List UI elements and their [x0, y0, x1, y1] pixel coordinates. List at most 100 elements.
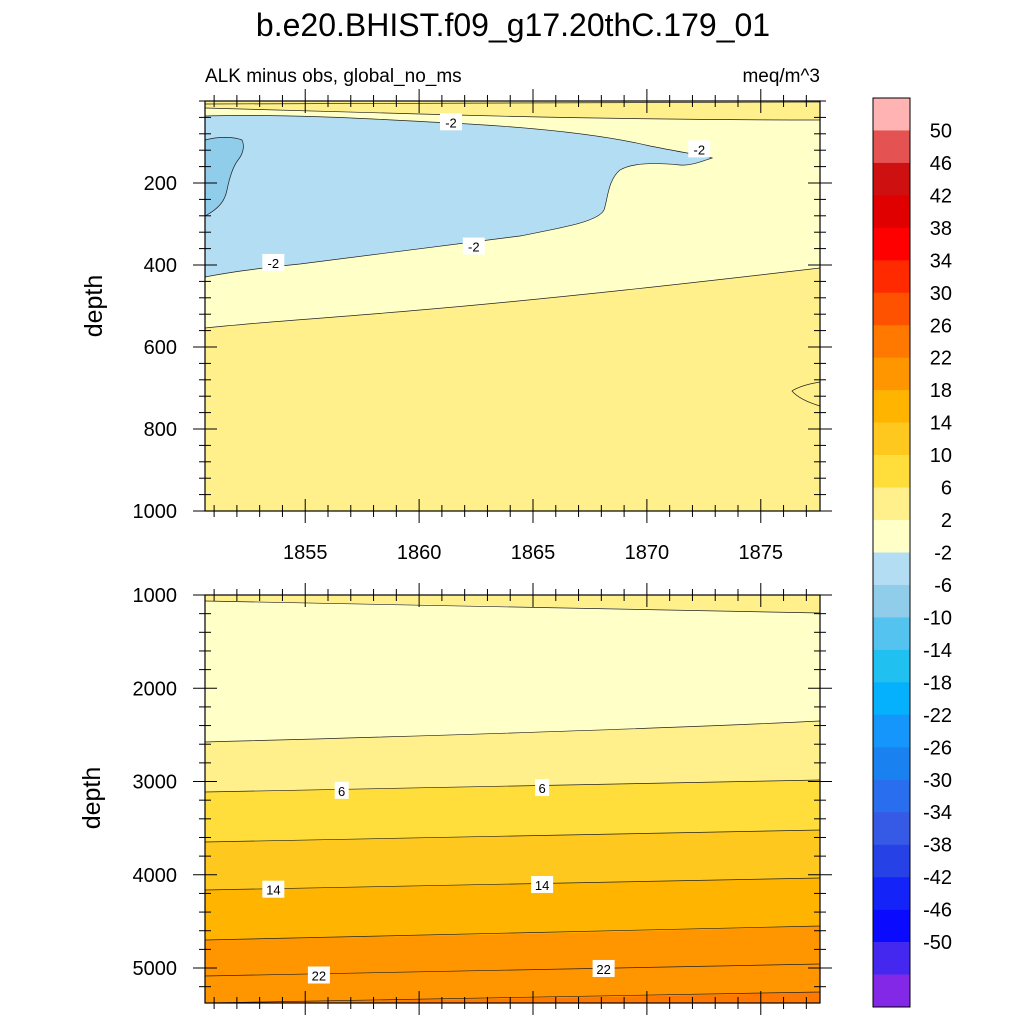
svg-text:6: 6 — [338, 784, 345, 799]
contour-label: 14 — [531, 876, 554, 894]
x-tick-label: 1860 — [397, 542, 442, 564]
colorbar-swatch — [873, 357, 910, 391]
colorbar-swatch — [873, 130, 910, 164]
colorbar-label: -14 — [923, 640, 952, 662]
colorbar-frame — [872, 97, 911, 1008]
upper-x-tick-labels: 1855 1860 1865 1870 1875 — [283, 542, 783, 564]
lower-fill-band-minus2-2 — [205, 601, 820, 742]
colorbar-label: 34 — [930, 250, 952, 272]
colorbar-label: 22 — [930, 348, 952, 370]
colorbar-label: 42 — [930, 185, 952, 207]
svg-text:-2: -2 — [693, 142, 705, 157]
svg-text:14: 14 — [266, 883, 280, 898]
figure-title: b.e20.BHIST.f09_g17.20thC.179_01 — [256, 7, 770, 43]
colorbar-swatch — [873, 617, 910, 651]
colorbar-label: 50 — [930, 120, 952, 142]
colorbar-label: -42 — [923, 867, 952, 889]
x-tick-label: 1870 — [625, 542, 670, 564]
colorbar-label: -50 — [923, 932, 952, 954]
contour-label: -2 — [440, 113, 462, 131]
svg-text:-2: -2 — [468, 240, 480, 255]
colorbar-swatch — [873, 98, 910, 131]
colorbar-label: 26 — [930, 315, 952, 337]
colorbar-swatch — [873, 390, 910, 423]
colorbar-swatch — [873, 584, 910, 618]
contour-label: 22 — [307, 966, 330, 984]
colorbar-label: -46 — [923, 900, 952, 922]
colorbar-label: 14 — [930, 413, 952, 435]
colorbar-label: -26 — [923, 737, 952, 759]
y-tick-label: 200 — [144, 173, 177, 195]
upper-y-axis-label: depth — [80, 275, 108, 338]
colorbar-label: 10 — [930, 445, 952, 467]
colorbar-swatch — [873, 520, 910, 553]
y-tick-label: 3000 — [133, 772, 178, 794]
colorbar-label: 2 — [941, 510, 952, 532]
y-tick-label: 400 — [144, 255, 177, 277]
colorbar-swatch — [873, 682, 910, 716]
upper-small-contour-right — [791, 381, 821, 407]
colorbar-swatch — [873, 812, 910, 845]
y-tick-label: 600 — [144, 337, 177, 359]
svg-text:6: 6 — [538, 781, 545, 796]
colorbar-swatch — [873, 325, 910, 359]
colorbar-swatch — [873, 974, 910, 1008]
contour-label: -2 — [462, 237, 485, 255]
colorbar-swatch — [873, 877, 910, 910]
svg-text:-2: -2 — [445, 115, 457, 130]
lower-panel: 1000 2000 3000 4000 5000 6 6 14 14 22 22 depth — [78, 583, 832, 1015]
units-subtitle: meq/m^3 — [742, 66, 820, 87]
colorbar-swatch — [873, 714, 910, 748]
upper-fill-minus6-to-minus2 — [204, 115, 714, 278]
colorbar-swatch — [873, 162, 910, 196]
contour-label: 6 — [334, 781, 349, 799]
colorbar-label: -34 — [923, 802, 952, 824]
x-tick-label: 1855 — [283, 542, 328, 564]
upper-contour-line-2 — [204, 267, 821, 329]
contour-label: -2 — [262, 253, 285, 271]
colorbar-label: -10 — [923, 607, 952, 629]
svg-text:14: 14 — [535, 878, 549, 893]
colorbar-label: -2 — [934, 543, 952, 565]
lower-y-tick-labels: 1000 2000 3000 4000 5000 — [133, 585, 178, 980]
contour-label: 22 — [592, 959, 615, 977]
colorbar-label: -38 — [923, 835, 952, 857]
colorbar-label: -6 — [934, 575, 952, 597]
lower-axis-ticks — [193, 583, 832, 1015]
colorbar-label: 38 — [930, 218, 952, 240]
colorbar-swatch — [873, 227, 910, 261]
colorbar-label: 6 — [941, 478, 952, 500]
y-tick-label: 5000 — [133, 958, 178, 980]
colorbar-swatch — [873, 487, 910, 521]
colorbar: 50 46 42 38 34 30 26 22 18 14 10 6 2 -2 -6 -10 -14 -18 -22… — [872, 97, 952, 1008]
upper-contour-labels: -2 -2 -2 -2 — [262, 113, 711, 271]
upper-panel-frame — [204, 100, 821, 512]
colorbar-swatch — [873, 552, 910, 586]
colorbar-label: -30 — [923, 770, 952, 792]
colorbar-swatch — [873, 260, 910, 294]
colorbar-label: 30 — [930, 283, 952, 305]
y-tick-label: 2000 — [133, 678, 178, 700]
colorbar-swatch — [873, 844, 910, 878]
colorbar-swatch — [873, 292, 910, 326]
colorbar-label: 46 — [930, 153, 952, 175]
upper-panel: 200 400 600 800 1000 1855 1860 1865 1870 1875 -2… — [80, 89, 832, 564]
colorbar-swatch — [873, 195, 910, 229]
colorbar-swatch — [873, 909, 910, 943]
contour-label: 14 — [262, 880, 285, 898]
svg-text:22: 22 — [312, 968, 326, 983]
colorbar-swatch — [873, 455, 910, 488]
upper-fill-minus10-to-minus6 — [204, 137, 244, 217]
upper-y-tick-labels: 200 400 600 800 1000 — [133, 173, 178, 523]
contour-label: 6 — [535, 779, 550, 797]
colorbar-swatch — [873, 779, 910, 813]
y-tick-label: 4000 — [133, 865, 178, 887]
contour-label: -2 — [688, 140, 711, 158]
x-tick-label: 1875 — [739, 542, 784, 564]
svg-text:22: 22 — [596, 962, 610, 977]
x-tick-label: 1865 — [511, 542, 556, 564]
svg-text:-2: -2 — [268, 256, 280, 271]
colorbar-label: -22 — [923, 705, 952, 727]
colorbar-label: -18 — [923, 672, 952, 694]
